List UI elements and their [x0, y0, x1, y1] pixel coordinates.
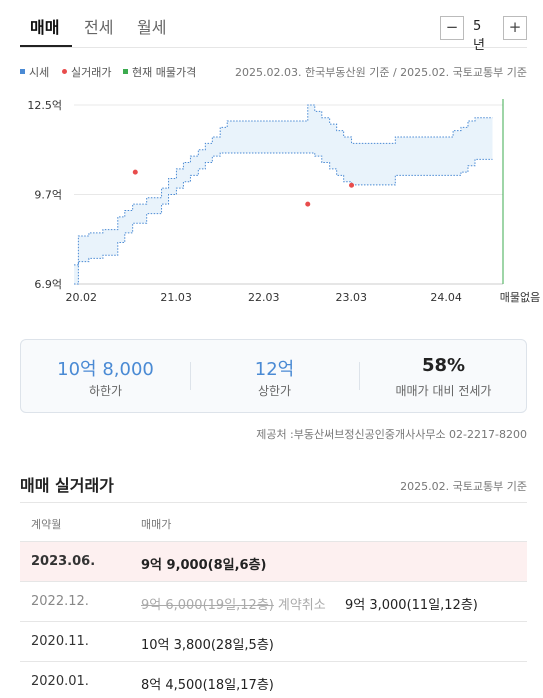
x-tick-label: 21.03: [160, 291, 192, 304]
section-source: 2025.02. 국토교통부 기준: [400, 480, 527, 493]
legend-item-current-listing[interactable]: 현재 매물가격: [123, 64, 196, 80]
row-price: 9억 3,000(11일,12층): [345, 598, 478, 613]
x-tick-label: 24.04: [430, 291, 462, 304]
y-tick-label: 12.5억: [27, 99, 62, 112]
market-price-band: [74, 105, 493, 284]
stat-label: 상한가: [257, 384, 292, 398]
transaction-point: [305, 201, 311, 207]
table-row[interactable]: 2020.11. 10억 3,800(28일,5층): [20, 622, 527, 662]
active-tab-indicator: [20, 45, 72, 47]
row-price: 10억 3,800(28일,5층): [141, 638, 274, 653]
market-price-lower-line: [74, 152, 493, 285]
row-date: 2020.01.: [31, 674, 89, 689]
row-date: 2022.12.: [31, 594, 89, 609]
data-provider: 제공처 :부동산써브정신공인중개사사무소 02-2217-8200: [256, 428, 527, 441]
legend-label: 현재 매물가격: [132, 66, 197, 79]
stat-upper-price: 12억 상한가: [190, 340, 359, 412]
stat-jeonse-ratio: 58% 매매가 대비 전세가: [359, 340, 528, 412]
trade-type-tabs: 매매 전세 월세 − 5년 +: [0, 0, 543, 53]
cancelled-tag: 계약취소: [277, 598, 326, 613]
stat-value: 10억 8,000: [57, 359, 154, 380]
legend-label: 시세: [29, 66, 50, 79]
header-contract-month: 계약월: [31, 518, 62, 531]
y-tick-label: 6.9억: [34, 278, 62, 291]
period-minus-button[interactable]: −: [440, 16, 464, 40]
header-sale-price: 매매가: [141, 518, 172, 531]
period-plus-button[interactable]: +: [503, 16, 527, 40]
row-cancelled-entry: 9억 6,000(19일,12층) 계약취소: [141, 594, 326, 613]
tab-jeonse[interactable]: 전세: [84, 18, 114, 37]
chart-source: 2025.02.03. 한국부동산원 기준 / 2025.02. 국토교통부 기…: [235, 66, 527, 79]
table-row[interactable]: 2020.01. 8억 4,500(18일,17층): [20, 662, 527, 698]
x-tick-label: 20.02: [66, 291, 98, 304]
row-date: 2020.11.: [31, 634, 89, 649]
legend-label: 실거래가: [71, 66, 112, 79]
legend-item-transactions[interactable]: 실거래가: [62, 64, 111, 80]
table-row[interactable]: 2023.06. 9억 9,000(8일,6층): [20, 542, 527, 582]
stat-divider: [190, 362, 191, 390]
cancelled-price: 9억 6,000(19일,12층): [141, 598, 274, 613]
stat-value: 12억: [254, 359, 295, 380]
stat-label: 매매가 대비 전세가: [395, 384, 492, 398]
stat-divider: [359, 362, 360, 390]
section-title: 매매 실거래가: [20, 476, 114, 495]
price-summary-box: 10억 8,000 하한가 12억 상한가 58% 매매가 대비 전세가: [20, 339, 527, 413]
table-header: 계약월 매매가: [20, 502, 527, 542]
row-date: 2023.06.: [31, 554, 96, 569]
tab-divider: [20, 47, 527, 48]
legend-square-icon: [123, 69, 128, 74]
legend-item-market-price[interactable]: 시세: [20, 64, 49, 80]
y-tick-label: 9.7억: [34, 189, 62, 202]
x-tick-label: 23.03: [336, 291, 368, 304]
tab-monthly-rent[interactable]: 월세: [137, 18, 167, 37]
transaction-point: [349, 182, 355, 188]
stat-value: 58%: [421, 355, 466, 376]
period-value: 5년: [473, 19, 485, 53]
table-row[interactable]: 2022.12. 9억 6,000(19일,12층) 계약취소 9억 3,000(…: [20, 582, 527, 622]
stat-label: 하한가: [88, 384, 123, 398]
legend-square-icon: [20, 69, 25, 74]
x-tick-label: 22.03: [248, 291, 280, 304]
transaction-point: [132, 169, 138, 175]
legend-dot-icon: [62, 69, 67, 74]
tab-sale[interactable]: 매매: [30, 18, 60, 37]
row-price: 8억 4,500(18일,17층): [141, 678, 274, 693]
row-price: 9억 9,000(8일,6층): [141, 558, 267, 573]
price-chart: 12.5억 9.7억 6.9억 20.02 21.03 22.03 23.03 24.04 매물…: [27, 99, 540, 304]
x-end-label: 매물없음: [500, 291, 540, 304]
stat-lower-price: 10억 8,000 하한가: [21, 340, 190, 412]
